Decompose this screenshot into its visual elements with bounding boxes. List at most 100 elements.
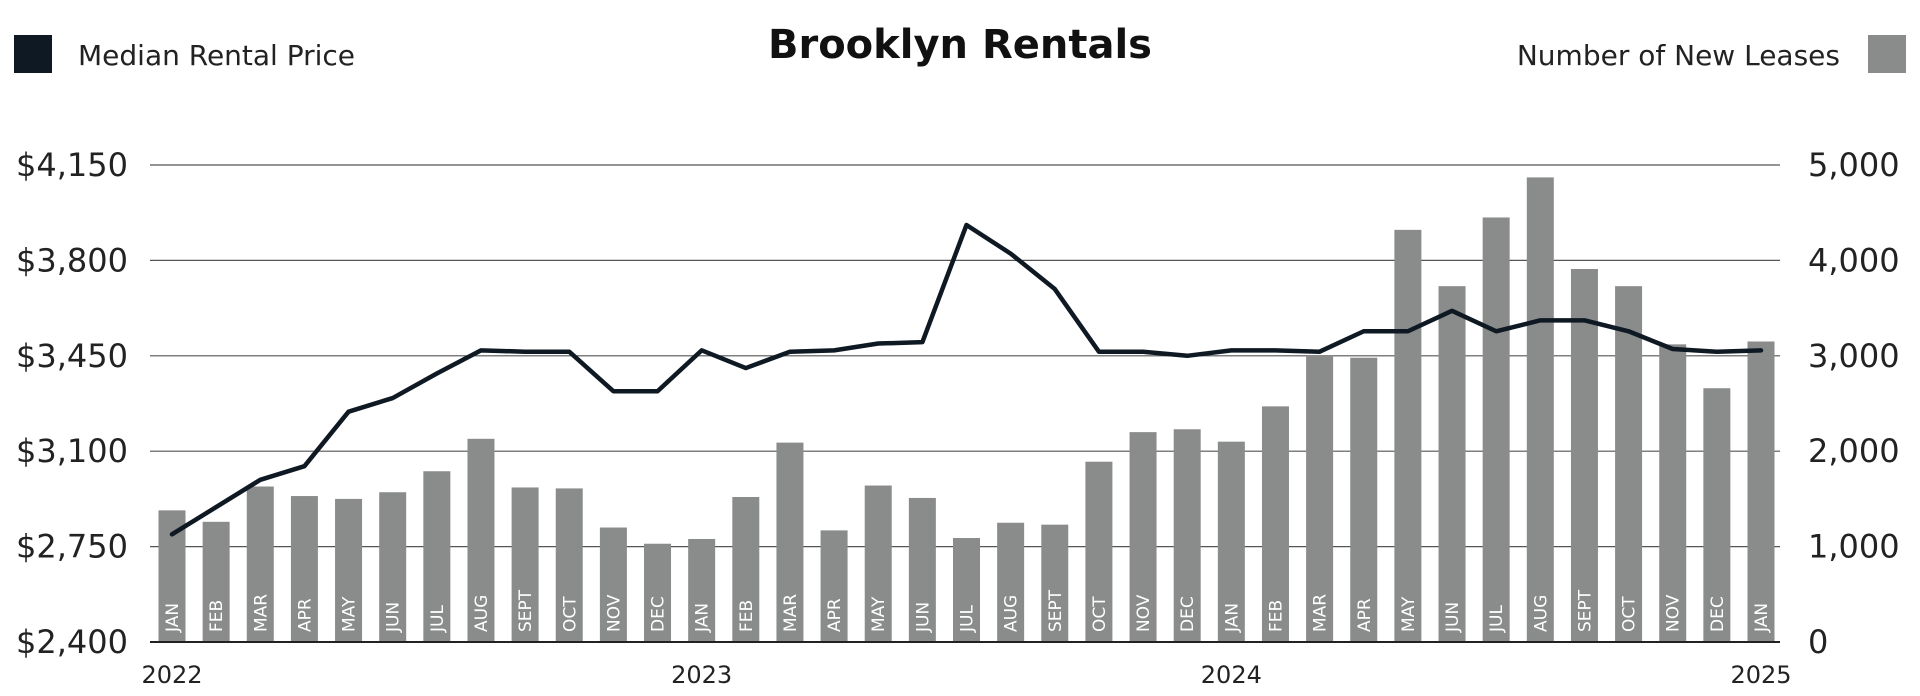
x-year-label: 2024 bbox=[1201, 661, 1262, 689]
bar bbox=[511, 487, 539, 642]
bar-month-label: NOV bbox=[604, 594, 624, 632]
bar bbox=[1438, 286, 1466, 642]
bar-month-label: OCT bbox=[1620, 596, 1640, 632]
bars-new-leases bbox=[158, 177, 1775, 643]
bar bbox=[1306, 355, 1334, 642]
bar-month-label: APR bbox=[1355, 598, 1375, 632]
bar-month-label: OCT bbox=[560, 596, 580, 632]
x-year-label: 2025 bbox=[1730, 661, 1791, 689]
legend-label-price: Median Rental Price bbox=[78, 39, 355, 72]
legend-left: Median Rental Price bbox=[14, 35, 355, 73]
bar bbox=[1659, 344, 1687, 642]
bar-month-label: MAY bbox=[869, 596, 889, 632]
bar-month-label: JAN bbox=[693, 603, 713, 633]
bar-month-label: AUG bbox=[1002, 595, 1022, 632]
bar bbox=[1747, 341, 1775, 642]
bar-month-label: SEPT bbox=[1575, 589, 1595, 632]
legend-swatch-price bbox=[14, 35, 52, 73]
y-left-tick-label: $2,750 bbox=[16, 528, 128, 566]
bar bbox=[246, 486, 274, 642]
legend-swatch-leases bbox=[1868, 35, 1906, 73]
bar-month-label: FEB bbox=[737, 600, 757, 632]
bar bbox=[599, 527, 627, 642]
y-left-tick-label: $3,450 bbox=[16, 337, 128, 375]
bar bbox=[864, 485, 892, 642]
bar bbox=[423, 471, 451, 642]
y-left-tick-label: $3,800 bbox=[16, 241, 128, 279]
bar-month-label: JUN bbox=[384, 602, 404, 633]
y-left-tick-label: $2,400 bbox=[16, 623, 128, 661]
bar bbox=[1129, 432, 1157, 642]
bar-month-label: JUL bbox=[958, 605, 978, 633]
bar bbox=[1217, 441, 1245, 642]
bar bbox=[953, 538, 980, 642]
x-year-label: 2023 bbox=[671, 661, 732, 689]
bar bbox=[202, 521, 230, 642]
x-year-label: 2022 bbox=[141, 661, 202, 689]
bar bbox=[732, 496, 760, 642]
y-left-tick-label: $4,150 bbox=[16, 146, 128, 184]
bar bbox=[335, 498, 363, 642]
bar-month-label: MAR bbox=[1311, 594, 1331, 632]
legend-right: Number of New Leases bbox=[1517, 35, 1906, 73]
x-axis-years: 2022 2023 2024 2025 bbox=[141, 661, 1791, 689]
bar bbox=[290, 496, 318, 642]
bar bbox=[1570, 268, 1598, 642]
bar-month-label: MAY bbox=[1399, 596, 1419, 632]
bar-month-label: AUG bbox=[1531, 595, 1551, 632]
legend-label-leases: Number of New Leases bbox=[1517, 39, 1840, 72]
y-left-tick-label: $3,100 bbox=[16, 432, 128, 470]
bar-month-label: SEPT bbox=[1046, 589, 1066, 632]
bar-month-label: JAN bbox=[1752, 603, 1772, 633]
bar-month-label: JUL bbox=[1487, 605, 1507, 633]
bar-month-label: JAN bbox=[163, 603, 183, 633]
bar-month-label: MAR bbox=[781, 594, 801, 632]
bar bbox=[820, 530, 848, 642]
bar bbox=[1615, 286, 1643, 642]
y-right-tick-label: 4,000 bbox=[1808, 241, 1900, 279]
bar bbox=[1394, 229, 1422, 642]
bar-month-label: AUG bbox=[472, 595, 492, 632]
bar-month-label: APR bbox=[825, 598, 845, 632]
y-right-tick-label: 1,000 bbox=[1808, 528, 1900, 566]
bar-month-label: JUN bbox=[1443, 602, 1463, 633]
bar bbox=[776, 442, 804, 642]
bar bbox=[1173, 429, 1201, 642]
bar-month-label: APR bbox=[295, 598, 315, 632]
bar-month-label: SEPT bbox=[516, 589, 536, 632]
bar-month-label: JAN bbox=[1222, 603, 1242, 633]
bar-month-label: OCT bbox=[1090, 596, 1110, 632]
bar bbox=[1482, 217, 1510, 642]
bar-month-label: DEC bbox=[1178, 596, 1198, 632]
bar bbox=[908, 497, 936, 642]
y-right-tick-label: 5,000 bbox=[1808, 146, 1900, 184]
bar bbox=[379, 492, 407, 642]
bar-month-label: FEB bbox=[1266, 600, 1286, 632]
chart-title: Brooklyn Rentals bbox=[768, 22, 1152, 68]
bar-month-label: JUL bbox=[428, 605, 448, 633]
bar bbox=[555, 488, 583, 642]
bar-month-label: JUN bbox=[913, 602, 933, 633]
bar-month-label: FEB bbox=[207, 600, 227, 632]
bar bbox=[1350, 357, 1378, 642]
y-right-tick-label: 3,000 bbox=[1808, 337, 1900, 375]
bar-month-label: MAY bbox=[340, 596, 360, 632]
bar bbox=[1085, 461, 1113, 642]
bar bbox=[1526, 177, 1554, 643]
bar bbox=[997, 522, 1025, 642]
bar-month-label: NOV bbox=[1134, 594, 1154, 632]
bar bbox=[1261, 406, 1289, 642]
bar bbox=[688, 538, 716, 642]
bar bbox=[644, 543, 672, 642]
bar bbox=[1703, 388, 1731, 642]
bar-month-labels: JAN FEB MAR APR MAY JUN JUL AUG SEPT OCT NOV DEC JAN… bbox=[163, 589, 1772, 633]
y-axis-right: 0 1,000 2,000 3,000 4,000 5,000 bbox=[1808, 146, 1900, 661]
y-axis-left: $2,400 $2,750 $3,100 $3,450 $3,800 $4,150 bbox=[16, 146, 128, 661]
bar-month-label: NOV bbox=[1664, 594, 1684, 632]
bar bbox=[467, 438, 495, 642]
y-right-tick-label: 0 bbox=[1808, 623, 1828, 661]
bar-month-label: MAR bbox=[251, 594, 271, 632]
line-median-price bbox=[169, 222, 1764, 537]
y-right-tick-label: 2,000 bbox=[1808, 432, 1900, 470]
